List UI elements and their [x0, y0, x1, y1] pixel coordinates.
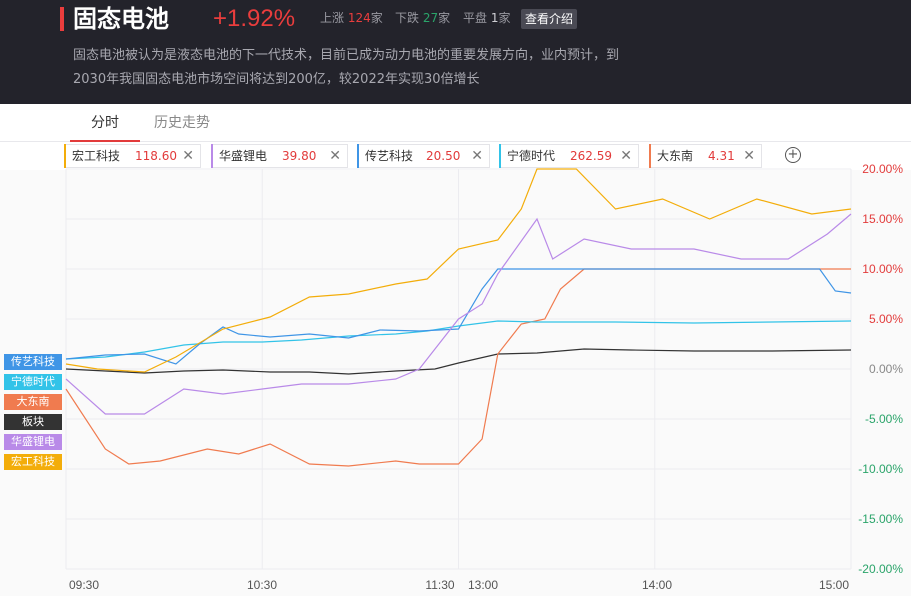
sector-description: 固态电池被认为是液态电池的下一代技术，目前已成为动力电池的重要发展方向，业内预计… [73, 44, 673, 92]
y-tick-label: 10.00% [862, 262, 903, 276]
description-line-1: 固态电池被认为是液态电池的下一代技术，目前已成为动力电池的重要发展方向，业内预计… [73, 48, 620, 63]
line-label: 宏工科技 [4, 454, 62, 470]
chip-color-bar [499, 144, 501, 168]
title-accent-bar [60, 7, 64, 31]
tab-intraday[interactable]: 分时 [70, 104, 140, 142]
close-icon[interactable]: ✕ [471, 148, 483, 164]
line-label: 华盛锂电 [4, 434, 62, 450]
x-tick-label: 15:00 [819, 578, 849, 592]
change-percent: +1.92% [213, 5, 296, 32]
x-tick-label: 14:00 [642, 578, 672, 592]
up-unit: 家 [370, 11, 383, 25]
chip-name: 传艺科技 [365, 149, 414, 163]
chip-color-bar [649, 144, 651, 168]
x-tick-label: 11:30 [425, 578, 454, 592]
series-line [65, 320, 852, 360]
down-label: 下跌 [395, 11, 420, 25]
y-tick-label: -10.00% [858, 462, 903, 476]
y-tick-label: 15.00% [862, 212, 903, 226]
chip-price: 262.59 [570, 149, 612, 163]
close-icon[interactable]: ✕ [182, 148, 194, 164]
y-tick-label: -20.00% [858, 562, 903, 576]
down-stat: 下跌 27家 [395, 8, 450, 28]
chip-name: 宁德时代 [507, 149, 556, 163]
series-line [65, 268, 851, 467]
chip-price: 4.31 [708, 149, 735, 163]
tab-history[interactable]: 历史走势 [154, 115, 210, 131]
line-label: 大东南 [4, 394, 62, 410]
close-icon[interactable]: ✕ [329, 148, 341, 164]
y-tick-label: -15.00% [858, 512, 903, 526]
flat-stat: 平盘 1家 [463, 8, 511, 28]
flat-count: 1 [490, 11, 499, 25]
x-tick-label: 10:30 [247, 578, 277, 592]
chip-price: 118.60 [135, 149, 177, 163]
up-count: 124 [347, 11, 371, 25]
stock-chip[interactable]: 大东南 4.31 ✕ [649, 144, 762, 168]
down-count: 27 [422, 11, 439, 25]
chip-price: 39.80 [282, 149, 317, 163]
stock-chip[interactable]: 传艺科技 20.50 ✕ [357, 144, 490, 168]
up-stat: 上涨 124家 [320, 8, 383, 28]
y-tick-label: 5.00% [869, 312, 903, 326]
x-tick-label: 13:00 [468, 578, 498, 592]
flat-label: 平盘 [463, 11, 488, 25]
chip-color-bar [211, 144, 213, 168]
down-unit: 家 [438, 11, 451, 25]
chip-color-bar [64, 144, 66, 168]
add-stock-icon[interactable]: + [785, 147, 801, 163]
header: 固态电池 +1.92% 上涨 124家 下跌 27家 平盘 1家 查看介绍 固态… [0, 0, 911, 104]
chip-name: 华盛锂电 [219, 149, 268, 163]
tab-bar: 分时 历史走势 [0, 104, 911, 142]
stock-chip[interactable]: 华盛锂电 39.80 ✕ [211, 144, 348, 168]
series-line [65, 168, 852, 373]
line-label: 板块 [4, 414, 62, 430]
page-title: 固态电池 [73, 5, 169, 33]
chip-name: 大东南 [657, 149, 694, 163]
stock-chip-bar: 宏工科技 118.60 ✕ 华盛锂电 39.80 ✕ 传艺科技 20.50 ✕ … [0, 142, 911, 170]
y-tick-label: -5.00% [865, 412, 903, 426]
chip-color-bar [357, 144, 359, 168]
series-line [65, 213, 852, 415]
x-tick-label: 09:30 [69, 578, 99, 592]
y-tick-label: 0.00% [869, 362, 903, 376]
stock-chip[interactable]: 宏工科技 118.60 ✕ [64, 144, 201, 168]
y-tick-label: 20.00% [862, 162, 903, 176]
up-label: 上涨 [320, 11, 345, 25]
close-icon[interactable]: ✕ [620, 148, 632, 164]
description-line-2: 2030年我国固态电池市场空间将达到200亿，较2022年实现30倍增长 [73, 72, 480, 87]
chip-price: 20.50 [426, 149, 461, 163]
series-line [65, 268, 852, 365]
close-icon[interactable]: ✕ [743, 148, 755, 164]
chip-name: 宏工科技 [72, 149, 121, 163]
flat-unit: 家 [498, 11, 511, 25]
stock-chip[interactable]: 宁德时代 262.59 ✕ [499, 144, 639, 168]
line-label: 传艺科技 [4, 354, 62, 370]
view-intro-button[interactable]: 查看介绍 [521, 9, 578, 29]
line-label: 宁德时代 [4, 374, 62, 390]
series-line [65, 348, 852, 375]
